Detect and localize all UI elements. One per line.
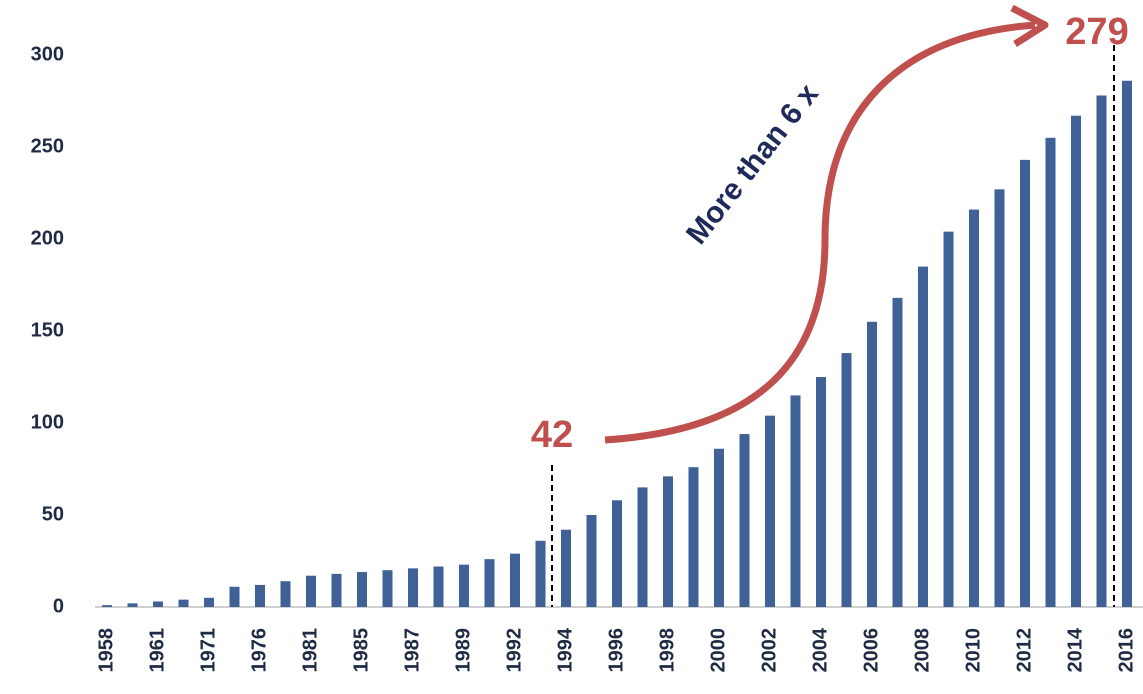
bar [739,434,750,607]
bar [535,540,546,607]
x-tick-label: 1961 [146,628,168,673]
x-tick-label: 1981 [299,628,321,673]
bar [1096,95,1107,607]
bar [969,209,979,607]
bar [1045,137,1056,608]
growth-arrow [604,21,1036,444]
bar [612,500,622,607]
x-tick-label: 2000 [707,628,729,673]
bar [459,564,469,607]
x-tick-label: 1994 [554,627,576,672]
bar [688,467,699,607]
bar [663,476,673,607]
bar [382,570,393,607]
bar [331,573,342,607]
bar [408,568,418,607]
bar [637,487,648,607]
bar [229,586,240,607]
x-tick-label: 2004 [809,627,831,672]
bar [153,601,163,607]
bar [127,603,138,607]
annotation-end: 279 [1065,11,1128,53]
y-tick-label: 200 [31,227,64,249]
bar [1020,159,1030,607]
bar [561,529,571,607]
bar [790,395,801,607]
y-tick-label: 50 [42,503,64,525]
annotation-growth: More than 6 x [680,78,825,251]
y-tick-label: 100 [31,411,64,433]
x-tick-label: 1992 [503,628,525,673]
x-tick-label: 2016 [1115,628,1137,673]
bar [306,575,316,607]
bar [178,599,189,607]
arrow-head [1010,4,1049,47]
bar [943,231,954,607]
bar [1122,80,1132,607]
x-tick-label: 1971 [197,628,219,673]
bar [892,297,903,607]
bar [586,515,597,607]
y-tick-label: 250 [31,135,64,157]
bar [204,597,214,607]
y-tick-label: 150 [31,319,64,341]
x-tick-label: 1976 [248,628,270,673]
x-tick-label: 2002 [758,628,780,673]
annotation-start: 42 [531,414,573,456]
x-tick-label: 1998 [656,628,678,673]
bar [357,572,367,607]
bar [1071,115,1081,607]
bar [765,415,775,607]
bar [280,581,291,607]
bar [867,321,877,607]
bar [918,266,928,607]
bar [994,189,1005,607]
x-tick-label: 2010 [962,628,984,673]
x-tick-label: 2006 [860,628,882,673]
bar [255,584,265,607]
y-tick-label: 0 [53,595,64,617]
bar [714,448,724,607]
x-tick-label: 1958 [95,628,117,673]
bar [510,553,520,607]
x-tick-label: 2012 [1013,628,1035,673]
x-tick-label: 1996 [605,628,627,673]
bar [841,353,852,607]
x-tick-label: 1987 [401,628,423,673]
bar [816,377,826,607]
x-tick-label: 1989 [452,628,474,673]
bar [102,605,112,607]
bar [433,566,444,607]
x-tick-label: 2008 [911,628,933,673]
y-tick-label: 300 [31,43,64,65]
bar [484,559,495,607]
x-tick-label: 2014 [1064,627,1086,672]
x-tick-label: 1985 [350,628,372,673]
